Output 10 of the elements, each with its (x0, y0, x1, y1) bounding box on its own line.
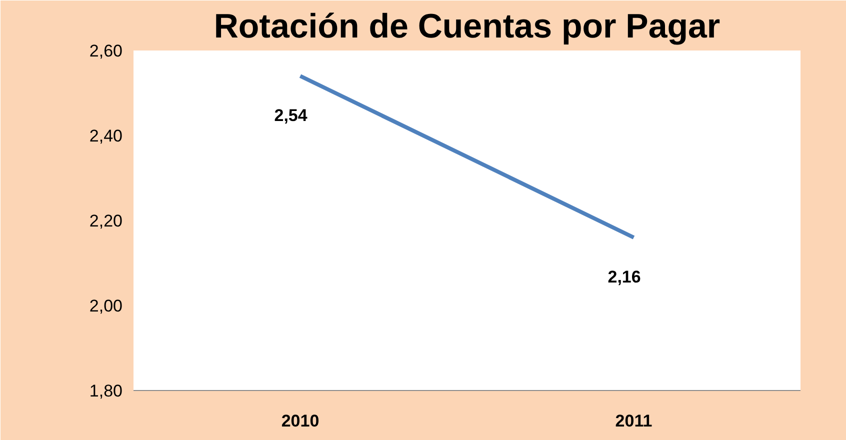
y-tick-label: 2,00 (89, 296, 123, 316)
data-label: 2,16 (608, 268, 641, 286)
y-tick-label: 1,80 (89, 382, 123, 400)
y-tick-label: 2,20 (89, 212, 123, 230)
y-tick-label: 2,40 (89, 126, 123, 146)
y-tick-label: 2,60 (89, 42, 123, 60)
chart-title: Rotación de Cuentas por Pagar (214, 8, 720, 46)
data-label: 2,54 (274, 106, 308, 125)
x-tick-label: 2011 (615, 412, 652, 430)
x-tick-label: 2010 (281, 412, 320, 430)
